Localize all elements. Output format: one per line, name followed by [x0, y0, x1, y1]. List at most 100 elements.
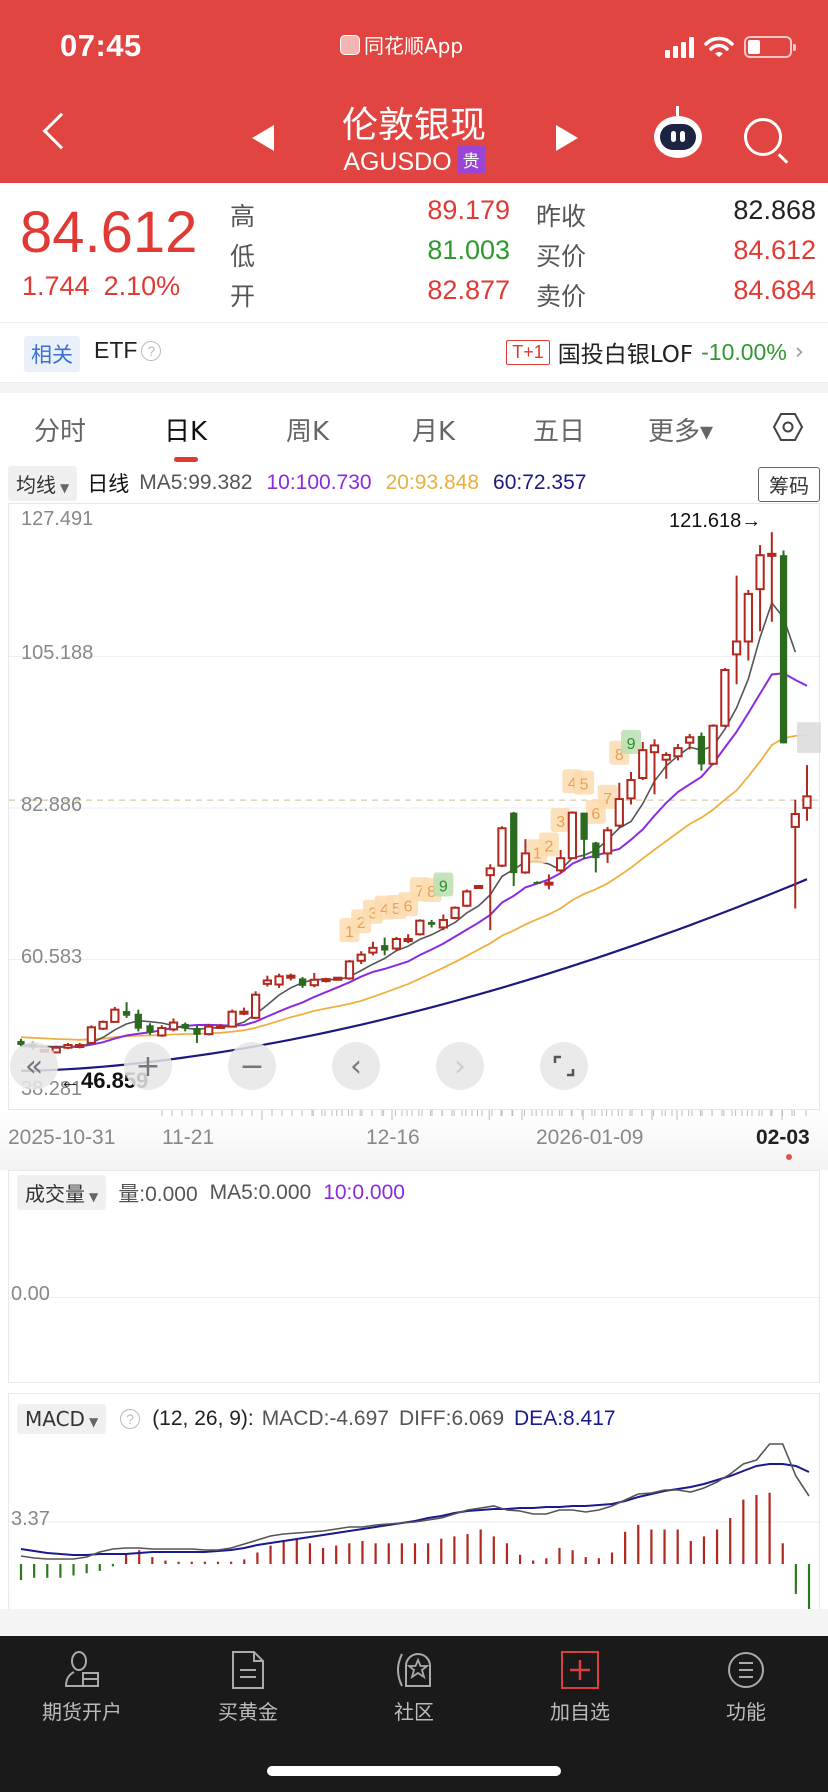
low-value: 81.003 [427, 235, 510, 265]
y-label-4: 60.583 [21, 946, 83, 968]
current-date-dot [786, 1154, 792, 1160]
open-label: 开 [230, 282, 256, 311]
macd-params: (12, 26, 9): [152, 1407, 254, 1430]
tab-weekly-k[interactable]: 周K [286, 417, 330, 447]
svg-text:9: 9 [627, 736, 636, 753]
diff-value: DIFF:6.069 [398, 1407, 505, 1430]
date-label-1: 2025-10-31 [8, 1126, 116, 1149]
macd-help-icon[interactable]: ? [120, 1409, 141, 1429]
volume-ma5: MA5:0.000 [209, 1180, 312, 1204]
community-icon [397, 1653, 431, 1687]
battery-icon [744, 36, 796, 58]
related-fund[interactable]: T+1 国投白银LOF -10.00% › [506, 335, 804, 369]
divider [0, 1609, 828, 1636]
macd-dropdown[interactable]: MACD ▼ [17, 1404, 107, 1434]
change-percent: 2.10% [103, 271, 181, 301]
chip-distribution-button[interactable]: 筹码 [758, 467, 820, 502]
nav-functions[interactable]: 功能 [681, 1646, 811, 1725]
high-label: 高 [230, 202, 256, 231]
last-price: 84.612 [20, 200, 198, 265]
tab-five-day[interactable]: 五日 [533, 417, 586, 447]
dea-value: DEA:8.417 [514, 1407, 616, 1430]
svg-text:2: 2 [357, 915, 366, 932]
zoom-in-icon[interactable]: + [124, 1042, 172, 1090]
date-label-4: 2026-01-09 [536, 1126, 644, 1149]
macd-legend: MACD ▼ ? (12, 26, 9): MACD:-4.697 DIFF:6.… [9, 1404, 616, 1434]
ma10-value: 10:100.730 [266, 471, 372, 494]
y-label-max: 127.491 [21, 508, 94, 530]
related-etf-row[interactable]: 相关 ETF? T+1 国投白银LOF -10.00% › [0, 323, 828, 383]
volume-legend: 成交量 ▼ 量:0.000 MA5:0.000 10:0.000 [9, 1175, 405, 1210]
svg-text:3: 3 [368, 906, 377, 923]
period-high-marker: 121.618→ [669, 510, 762, 532]
zoom-out-icon[interactable]: − [228, 1042, 276, 1090]
prev-instrument-icon[interactable] [252, 125, 274, 151]
time-ticks [161, 1110, 807, 1120]
date-label-current: 02-03 [756, 1126, 810, 1149]
tab-monthly-k[interactable]: 月K [412, 417, 456, 447]
ma60-value: 60:72.357 [493, 471, 587, 494]
svg-text:2: 2 [544, 838, 553, 855]
status-icons [665, 36, 796, 58]
volume-chart[interactable]: 成交量 ▼ 量:0.000 MA5:0.000 10:0.000 0.00 [8, 1170, 821, 1383]
low-label: 低 [230, 242, 256, 271]
menu-icon [728, 1652, 764, 1688]
ma-dropdown[interactable]: 均线 ▼ [8, 465, 78, 501]
prev-close-label: 昨收 [536, 202, 587, 231]
tab-daily-k[interactable]: 日K [164, 417, 208, 447]
price-change: 1.744 2.10% [22, 271, 180, 302]
volume-y-label: 0.00 [11, 1283, 50, 1305]
rewind-icon[interactable]: « [10, 1042, 58, 1090]
scroll-right-icon[interactable]: › [436, 1042, 484, 1090]
settings-hexagon-icon[interactable] [772, 411, 804, 443]
instrument-code: AGUSDO [343, 148, 452, 176]
macd-chart[interactable]: MACD ▼ ? (12, 26, 9): MACD:-4.697 DIFF:6.… [8, 1393, 821, 1610]
volume-ma10: 10:0.000 [323, 1180, 405, 1204]
period-tabs: 分时 日K 周K 月K 五日 更多▾ [0, 393, 828, 465]
period-label: 日线 [87, 472, 130, 496]
svg-text:7: 7 [415, 883, 424, 900]
nav-community[interactable]: 社区 [349, 1646, 479, 1725]
header: 07:45 同花顺App 伦敦银现 AGUSDO 贵 [0, 0, 828, 183]
fund-change: -10.00% [701, 338, 787, 365]
etf-label: ETF? [94, 337, 162, 364]
fullscreen-icon[interactable] [540, 1042, 588, 1090]
bid-label: 买价 [536, 242, 587, 271]
next-instrument-icon[interactable] [556, 125, 578, 151]
ask-label: 卖价 [536, 282, 587, 311]
cellular-signal-icon [665, 36, 694, 58]
nav-buy-gold[interactable]: 买黄金 [183, 1646, 313, 1725]
category-badge: 贵 [457, 146, 485, 173]
open-value: 82.877 [427, 275, 510, 305]
tab-more[interactable]: 更多▾ [648, 417, 714, 447]
search-icon[interactable] [744, 118, 782, 156]
nav-add-watchlist[interactable]: 加自选 [515, 1646, 645, 1725]
macd-canvas [9, 1443, 821, 1610]
home-indicator[interactable] [267, 1766, 561, 1776]
help-icon[interactable]: ? [141, 341, 162, 361]
status-time: 07:45 [60, 28, 142, 63]
scroll-left-icon[interactable]: ‹ [332, 1042, 380, 1090]
robot-assistant-icon[interactable] [654, 106, 702, 158]
y-label-2: 105.188 [21, 642, 94, 664]
svg-text:4: 4 [568, 775, 577, 792]
svg-text:3: 3 [556, 814, 565, 831]
change-value: 1.744 [22, 271, 90, 301]
ma5-value: MA5:99.382 [139, 471, 253, 494]
app-logo-icon [340, 34, 360, 55]
status-app-indicator[interactable]: 同花顺App [340, 30, 463, 59]
document-icon [232, 1651, 264, 1689]
volume-dropdown[interactable]: 成交量 ▼ [17, 1175, 107, 1210]
status-app-name: 同花顺App [364, 34, 464, 58]
nav-futures-account[interactable]: 期货开户 [17, 1646, 147, 1725]
macd-y-label: 3.37 [11, 1508, 50, 1530]
time-axis: 2025-10-31 11-21 12-16 2026-01-09 02-03 [0, 1110, 828, 1170]
svg-text:6: 6 [404, 898, 413, 915]
wifi-icon [704, 36, 734, 57]
tab-intraday[interactable]: 分时 [34, 417, 87, 447]
ma-legend-row: 均线 ▼ 日线 MA5:99.382 10:100.730 20:93.848 6… [0, 465, 828, 502]
svg-text:5: 5 [580, 777, 589, 794]
fund-name: 国投白银LOF [557, 342, 694, 368]
